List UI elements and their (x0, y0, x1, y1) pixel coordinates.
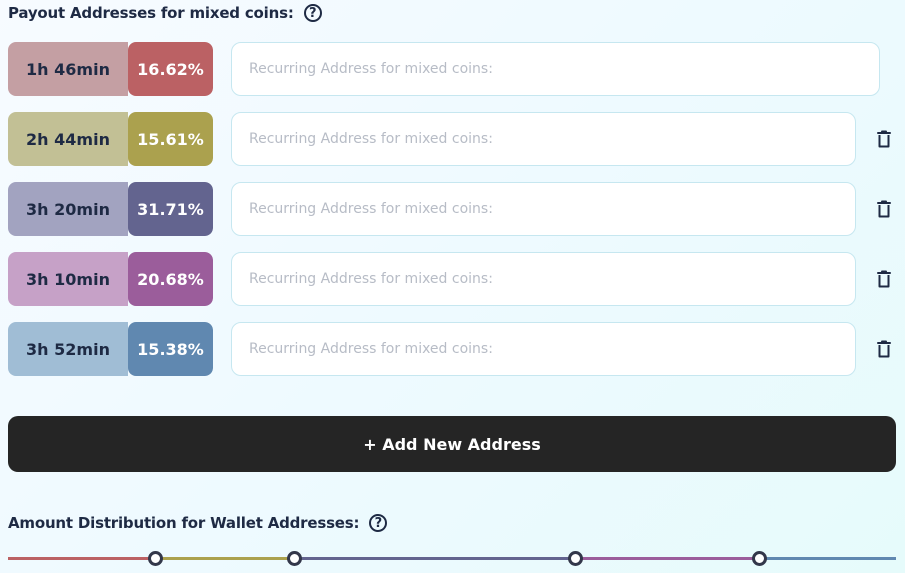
distribution-handle[interactable] (286, 551, 302, 566)
distribution-handle[interactable] (568, 551, 584, 566)
percent-label: 16.62% (128, 42, 213, 96)
time-percent-pill: 3h 10min 20.68% (8, 252, 213, 306)
distribution-handle[interactable] (751, 551, 767, 566)
duration-label: 3h 10min (8, 252, 128, 306)
help-icon[interactable]: ? (369, 514, 388, 532)
duration-label: 1h 46min (8, 42, 128, 96)
payout-row: 3h 20min 31.71% (8, 182, 898, 236)
distribution-segment (155, 557, 295, 560)
distribution-segment (294, 557, 576, 560)
distribution-segment (8, 557, 156, 560)
add-new-address-button[interactable]: + Add New Address (8, 416, 896, 472)
duration-label: 3h 20min (8, 182, 128, 236)
percent-label: 31.71% (128, 182, 213, 236)
payout-row: 3h 52min 15.38% (8, 322, 898, 376)
time-percent-pill: 1h 46min 16.62% (8, 42, 213, 96)
help-icon[interactable]: ? (303, 4, 322, 22)
recurring-address-input[interactable] (231, 112, 856, 166)
distribution-handle[interactable] (148, 551, 164, 566)
trash-icon[interactable] (874, 339, 894, 359)
time-percent-pill: 3h 52min 15.38% (8, 322, 213, 376)
payout-row: 1h 46min 16.62% (8, 42, 898, 96)
amount-distribution-heading: Amount Distribution for Wallet Addresses… (8, 514, 388, 532)
time-percent-pill: 3h 20min 31.71% (8, 182, 213, 236)
time-percent-pill: 2h 44min 15.61% (8, 112, 213, 166)
percent-label: 20.68% (128, 252, 213, 306)
amount-distribution-slider[interactable] (8, 548, 896, 568)
percent-label: 15.61% (128, 112, 213, 166)
trash-icon[interactable] (874, 269, 894, 289)
recurring-address-input[interactable] (231, 322, 856, 376)
payout-row: 2h 44min 15.61% (8, 112, 898, 166)
trash-icon[interactable] (874, 199, 894, 219)
trash-icon[interactable] (874, 129, 894, 149)
recurring-address-input[interactable] (231, 42, 880, 96)
payout-addresses-title: Payout Addresses for mixed coins: (8, 4, 294, 22)
payout-row: 3h 10min 20.68% (8, 252, 898, 306)
distribution-segment (575, 557, 760, 560)
payout-addresses-heading: Payout Addresses for mixed coins: ? (8, 4, 322, 22)
percent-label: 15.38% (128, 322, 213, 376)
duration-label: 3h 52min (8, 322, 128, 376)
recurring-address-input[interactable] (231, 252, 856, 306)
recurring-address-input[interactable] (231, 182, 856, 236)
duration-label: 2h 44min (8, 112, 128, 166)
amount-distribution-title: Amount Distribution for Wallet Addresses… (8, 514, 360, 532)
distribution-segment (759, 557, 896, 560)
